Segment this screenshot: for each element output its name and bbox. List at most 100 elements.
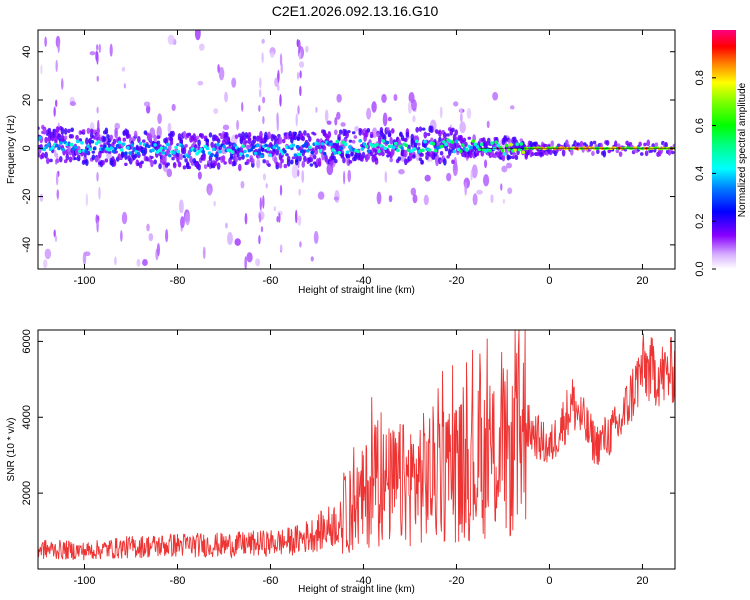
- spectrogram-ridge-cell: [253, 151, 258, 156]
- spectrogram-speckle: [262, 173, 267, 181]
- spectrogram-band-cell: [293, 133, 297, 141]
- spectrogram-band-cell: [277, 133, 281, 138]
- spectrogram-band-cell: [361, 151, 366, 159]
- spectrogram-band-cell: [182, 165, 187, 170]
- spectrogram-speckle: [502, 199, 505, 204]
- spectrogram-band-cell: [602, 149, 607, 158]
- spectrogram-streak: [295, 113, 298, 127]
- spectrogram-band-cell: [327, 130, 332, 139]
- spectrogram-speckle: [167, 122, 172, 134]
- spectrogram-speckle: [114, 256, 117, 266]
- spectrogram-ridge-cell: [276, 146, 281, 151]
- spectrogram-band-cell: [76, 145, 81, 151]
- spectrogram-band-cell: [454, 129, 459, 136]
- spectrogram-band-cell: [280, 158, 284, 164]
- spectrogram-band-cell: [301, 135, 306, 142]
- spectrogram-band-cell: [420, 159, 424, 165]
- spectrogram-ridge-cell: [264, 143, 268, 148]
- spectrogram-speckle: [202, 246, 206, 260]
- snr-frame: [37, 329, 676, 570]
- spectrogram-ridge-cell: [469, 146, 473, 150]
- spectrogram-speckle: [398, 168, 405, 175]
- y-tick-label: 20: [21, 94, 33, 106]
- spectrogram-band-cell: [314, 145, 319, 151]
- spectrogram-band-cell: [246, 158, 250, 165]
- spectrogram-band-cell: [76, 154, 81, 162]
- spectrogram-speckle: [197, 171, 202, 180]
- spectrogram-speckle: [82, 251, 87, 265]
- spectrogram-band-cell: [462, 137, 467, 143]
- spectrogram-speckle: [324, 109, 329, 123]
- spectrogram-band-cell: [86, 127, 91, 135]
- spectrogram-band-cell: [63, 135, 68, 141]
- spectrogram-streak: [276, 112, 279, 124]
- spectrogram-band-cell: [342, 157, 346, 164]
- spectrogram-speckle: [484, 159, 488, 169]
- spectrogram-streak: [278, 212, 281, 223]
- spectrogram-band-cell: [423, 131, 428, 139]
- spectrogram-band-cell: [207, 160, 211, 165]
- spectrogram-ridge-cell: [218, 150, 222, 154]
- spectrogram-ylabel: Frequency (Hz): [6, 115, 17, 184]
- spectrogram-band-cell: [377, 135, 382, 144]
- spectrogram-band-cell: [469, 150, 473, 159]
- spectrogram-speckle: [466, 107, 472, 120]
- spectrogram-ridge-cell: [391, 145, 396, 150]
- spectrogram-ridge-cell: [199, 147, 204, 152]
- spectrogram-band-cell: [99, 144, 104, 148]
- spectrogram-band-cell: [247, 137, 252, 141]
- spectrogram-band-cell: [467, 136, 472, 140]
- spectrogram-speckle: [109, 43, 113, 57]
- spectrogram-band-cell: [239, 146, 244, 155]
- spectrogram-band-cell: [415, 126, 419, 133]
- spectrogram-band-cell: [228, 141, 232, 147]
- spectrogram-band-cell: [44, 136, 48, 144]
- spectrogram-ridge-cell: [163, 146, 168, 150]
- spectrogram-band-cell: [275, 148, 280, 156]
- spectrogram-band-cell: [309, 157, 314, 163]
- spectrogram-band-cell: [303, 130, 307, 136]
- spectrogram-speckle: [393, 94, 398, 101]
- spectrogram-ridge-cell: [400, 146, 404, 150]
- x-tick-label: -80: [170, 575, 186, 587]
- spectrogram-streak: [260, 226, 264, 233]
- spectrogram-ridge-cell: [121, 142, 126, 146]
- spectrogram-ridge-cell: [452, 149, 457, 154]
- spectrogram-band-cell: [278, 162, 283, 169]
- x-tick-label: -20: [449, 275, 465, 287]
- x-tick-label: -80: [170, 275, 186, 287]
- spectrogram-band-cell: [369, 134, 374, 139]
- spectrogram-ridge-cell: [297, 152, 302, 157]
- spectrogram-band-cell: [390, 128, 395, 134]
- spectrogram-ridge-cell: [174, 145, 178, 150]
- spectrogram-speckle: [120, 230, 123, 242]
- spectrogram-band-cell: [644, 150, 649, 157]
- snr-series-line: [38, 330, 675, 561]
- spectrogram-band-cell: [96, 133, 101, 138]
- spectrogram-band-cell: [70, 127, 74, 133]
- spectrogram-band-cell: [298, 154, 302, 162]
- spectrogram-band-cell: [187, 165, 192, 170]
- spectrogram-speckle: [423, 194, 429, 206]
- spectrogram-band-cell: [85, 137, 89, 145]
- spectrogram-speckle: [412, 115, 416, 123]
- spectrogram-speckle: [85, 193, 88, 207]
- spectrogram-speckle: [446, 172, 452, 182]
- spectrogram-band-cell: [102, 136, 107, 143]
- spectrogram-band-cell: [106, 134, 110, 139]
- spectrogram-band-cell: [646, 139, 651, 147]
- spectrogram-ridge-cell: [521, 150, 526, 155]
- spectrogram-band-cell: [639, 152, 644, 156]
- spectrogram-xlabel: Height of straight line (km): [298, 285, 415, 296]
- spectrogram-ridge-cell: [444, 142, 448, 147]
- spectrogram-speckle: [146, 223, 150, 232]
- spectrogram-band-cell: [205, 138, 210, 143]
- spectrogram-ridge-cell: [209, 153, 214, 158]
- spectrogram-ridge-cell: [132, 147, 137, 152]
- spectrogram-speckle: [244, 212, 248, 225]
- spectrogram-band-cell: [438, 136, 442, 142]
- spectrogram-band-cell: [104, 158, 109, 163]
- spectrogram-band-cell: [405, 131, 410, 138]
- spectrogram-ridge-cell: [159, 146, 164, 150]
- spectrogram-band-cell: [592, 140, 597, 145]
